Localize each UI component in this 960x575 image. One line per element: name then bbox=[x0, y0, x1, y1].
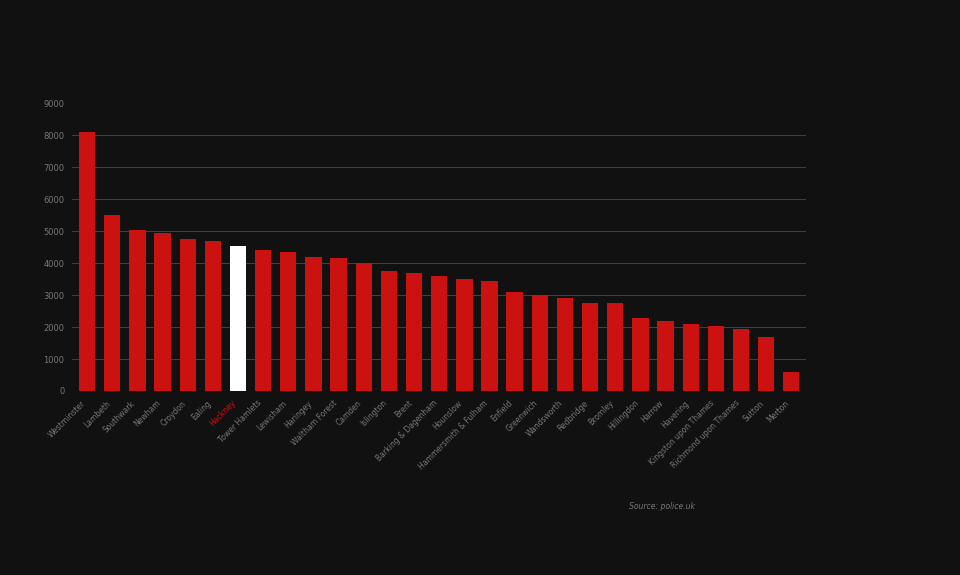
Bar bbox=[104, 215, 120, 391]
Bar bbox=[456, 279, 472, 391]
Bar bbox=[783, 372, 800, 391]
Bar bbox=[633, 317, 649, 391]
Bar bbox=[658, 321, 674, 391]
Bar bbox=[406, 273, 422, 391]
Bar bbox=[305, 257, 322, 391]
Bar bbox=[557, 298, 573, 391]
Bar bbox=[607, 303, 623, 391]
Bar bbox=[582, 303, 598, 391]
Bar bbox=[708, 325, 724, 391]
Bar bbox=[507, 292, 523, 391]
Bar bbox=[280, 252, 297, 391]
Bar bbox=[255, 251, 272, 391]
Bar bbox=[155, 233, 171, 391]
Bar bbox=[130, 229, 146, 391]
Bar bbox=[431, 276, 447, 391]
Bar bbox=[204, 241, 221, 391]
Bar bbox=[355, 263, 372, 391]
Bar bbox=[330, 258, 347, 391]
Bar bbox=[180, 239, 196, 391]
Bar bbox=[758, 337, 775, 391]
Bar bbox=[732, 329, 749, 391]
Bar bbox=[683, 324, 699, 391]
Bar bbox=[229, 246, 246, 391]
Bar bbox=[532, 295, 548, 391]
Bar bbox=[481, 281, 497, 391]
Text: Source: police.uk: Source: police.uk bbox=[630, 502, 695, 511]
Bar bbox=[381, 271, 397, 391]
Bar bbox=[79, 132, 95, 391]
